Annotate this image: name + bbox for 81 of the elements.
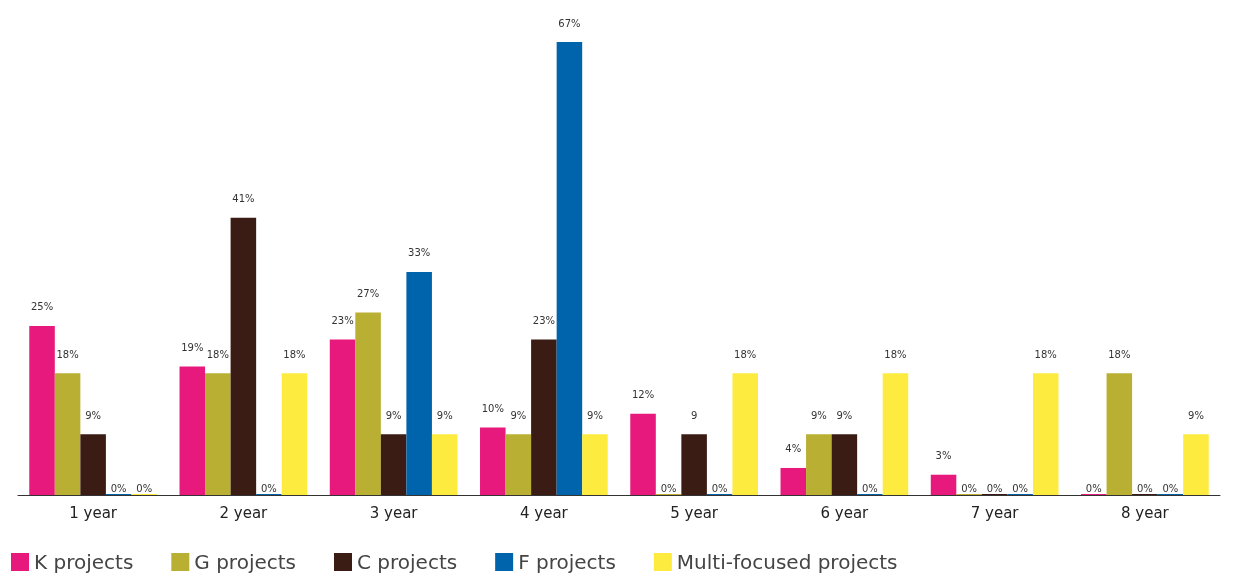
- data-label: 25%: [30, 301, 54, 313]
- data-label: 9%: [587, 409, 603, 421]
- data-label: 18%: [283, 348, 306, 360]
- bar: [281, 373, 308, 495]
- legend-label: K projects: [34, 550, 134, 574]
- data-label: 9%: [85, 409, 102, 421]
- data-label: 9%: [436, 409, 453, 421]
- data-label: 18%: [884, 348, 907, 360]
- data-label: 0%: [961, 482, 978, 494]
- legend-label: Multi-focused projects: [676, 550, 898, 574]
- bar: [806, 434, 832, 495]
- data-label: 9%: [510, 409, 527, 421]
- data-label: 4%: [785, 443, 802, 455]
- bar: [582, 434, 608, 495]
- bar: [505, 434, 532, 495]
- bar: [1183, 434, 1209, 495]
- bar: [831, 434, 858, 495]
- bar: [355, 312, 381, 495]
- x-tick-label: 3 year: [369, 503, 419, 522]
- bar: [431, 434, 458, 495]
- data-label: 33%: [408, 247, 431, 259]
- legend-label: C projects: [357, 550, 458, 574]
- data-label: 0%: [711, 482, 728, 494]
- data-label: 67%: [558, 17, 581, 29]
- x-tick-label: 7 year: [970, 503, 1020, 522]
- data-label: 0%: [660, 482, 677, 494]
- data-label: 0%: [986, 482, 1003, 494]
- data-label: 0%: [1085, 482, 1102, 494]
- bar: [1106, 373, 1133, 495]
- bar: [882, 373, 909, 495]
- bar: [531, 339, 557, 495]
- data-label: 23%: [331, 314, 354, 326]
- data-label: 23%: [532, 314, 555, 326]
- bar: [80, 434, 106, 495]
- data-label: 18%: [206, 348, 229, 360]
- bar: [480, 427, 506, 495]
- data-label: 0%: [1136, 482, 1153, 494]
- data-label: 27%: [356, 287, 380, 299]
- data-label: 19%: [181, 342, 204, 354]
- data-label: 0%: [861, 482, 878, 494]
- data-label: 0%: [110, 482, 127, 494]
- bar: [179, 366, 206, 495]
- bar: [29, 325, 55, 495]
- bar: [930, 474, 957, 495]
- data-label: 18%: [56, 348, 79, 360]
- bar: [406, 271, 432, 495]
- bar: [630, 413, 656, 495]
- bar: [329, 339, 356, 495]
- data-label: 0%: [1162, 482, 1179, 494]
- bar: [1032, 373, 1059, 495]
- bar: [681, 434, 707, 495]
- data-label: 12%: [631, 389, 655, 401]
- legend-label: G projects: [194, 550, 297, 574]
- data-label: 0%: [1012, 482, 1029, 494]
- x-tick-label: 2 year: [219, 503, 269, 522]
- data-label: 9%: [810, 409, 827, 421]
- legend-label: F projects: [518, 550, 616, 574]
- x-tick-label: 5 year: [670, 503, 719, 522]
- data-label: 41%: [232, 193, 255, 205]
- bar: [732, 373, 758, 495]
- data-label: 10%: [481, 402, 504, 414]
- x-tick-label: 1 year: [69, 503, 118, 522]
- bar: [205, 373, 231, 495]
- data-label: 9%: [836, 409, 853, 421]
- data-label: 9: [690, 409, 698, 421]
- bar: [780, 467, 807, 495]
- bar: [556, 42, 583, 495]
- data-label: 9%: [1188, 409, 1204, 421]
- data-label: 9%: [385, 409, 402, 421]
- data-label: 0%: [136, 482, 153, 494]
- data-label: 0%: [260, 482, 277, 494]
- x-tick-label: 6 year: [820, 503, 870, 522]
- data-label: 3%: [935, 450, 952, 462]
- bar: [380, 434, 407, 495]
- bar: [230, 217, 257, 495]
- bar: [54, 373, 81, 495]
- data-label: 18%: [1034, 348, 1057, 360]
- data-label: 18%: [1108, 348, 1131, 360]
- x-tick-label: 4 year: [519, 503, 569, 522]
- data-label: 18%: [734, 348, 757, 360]
- x-tick-label: 8 year: [1120, 503, 1170, 522]
